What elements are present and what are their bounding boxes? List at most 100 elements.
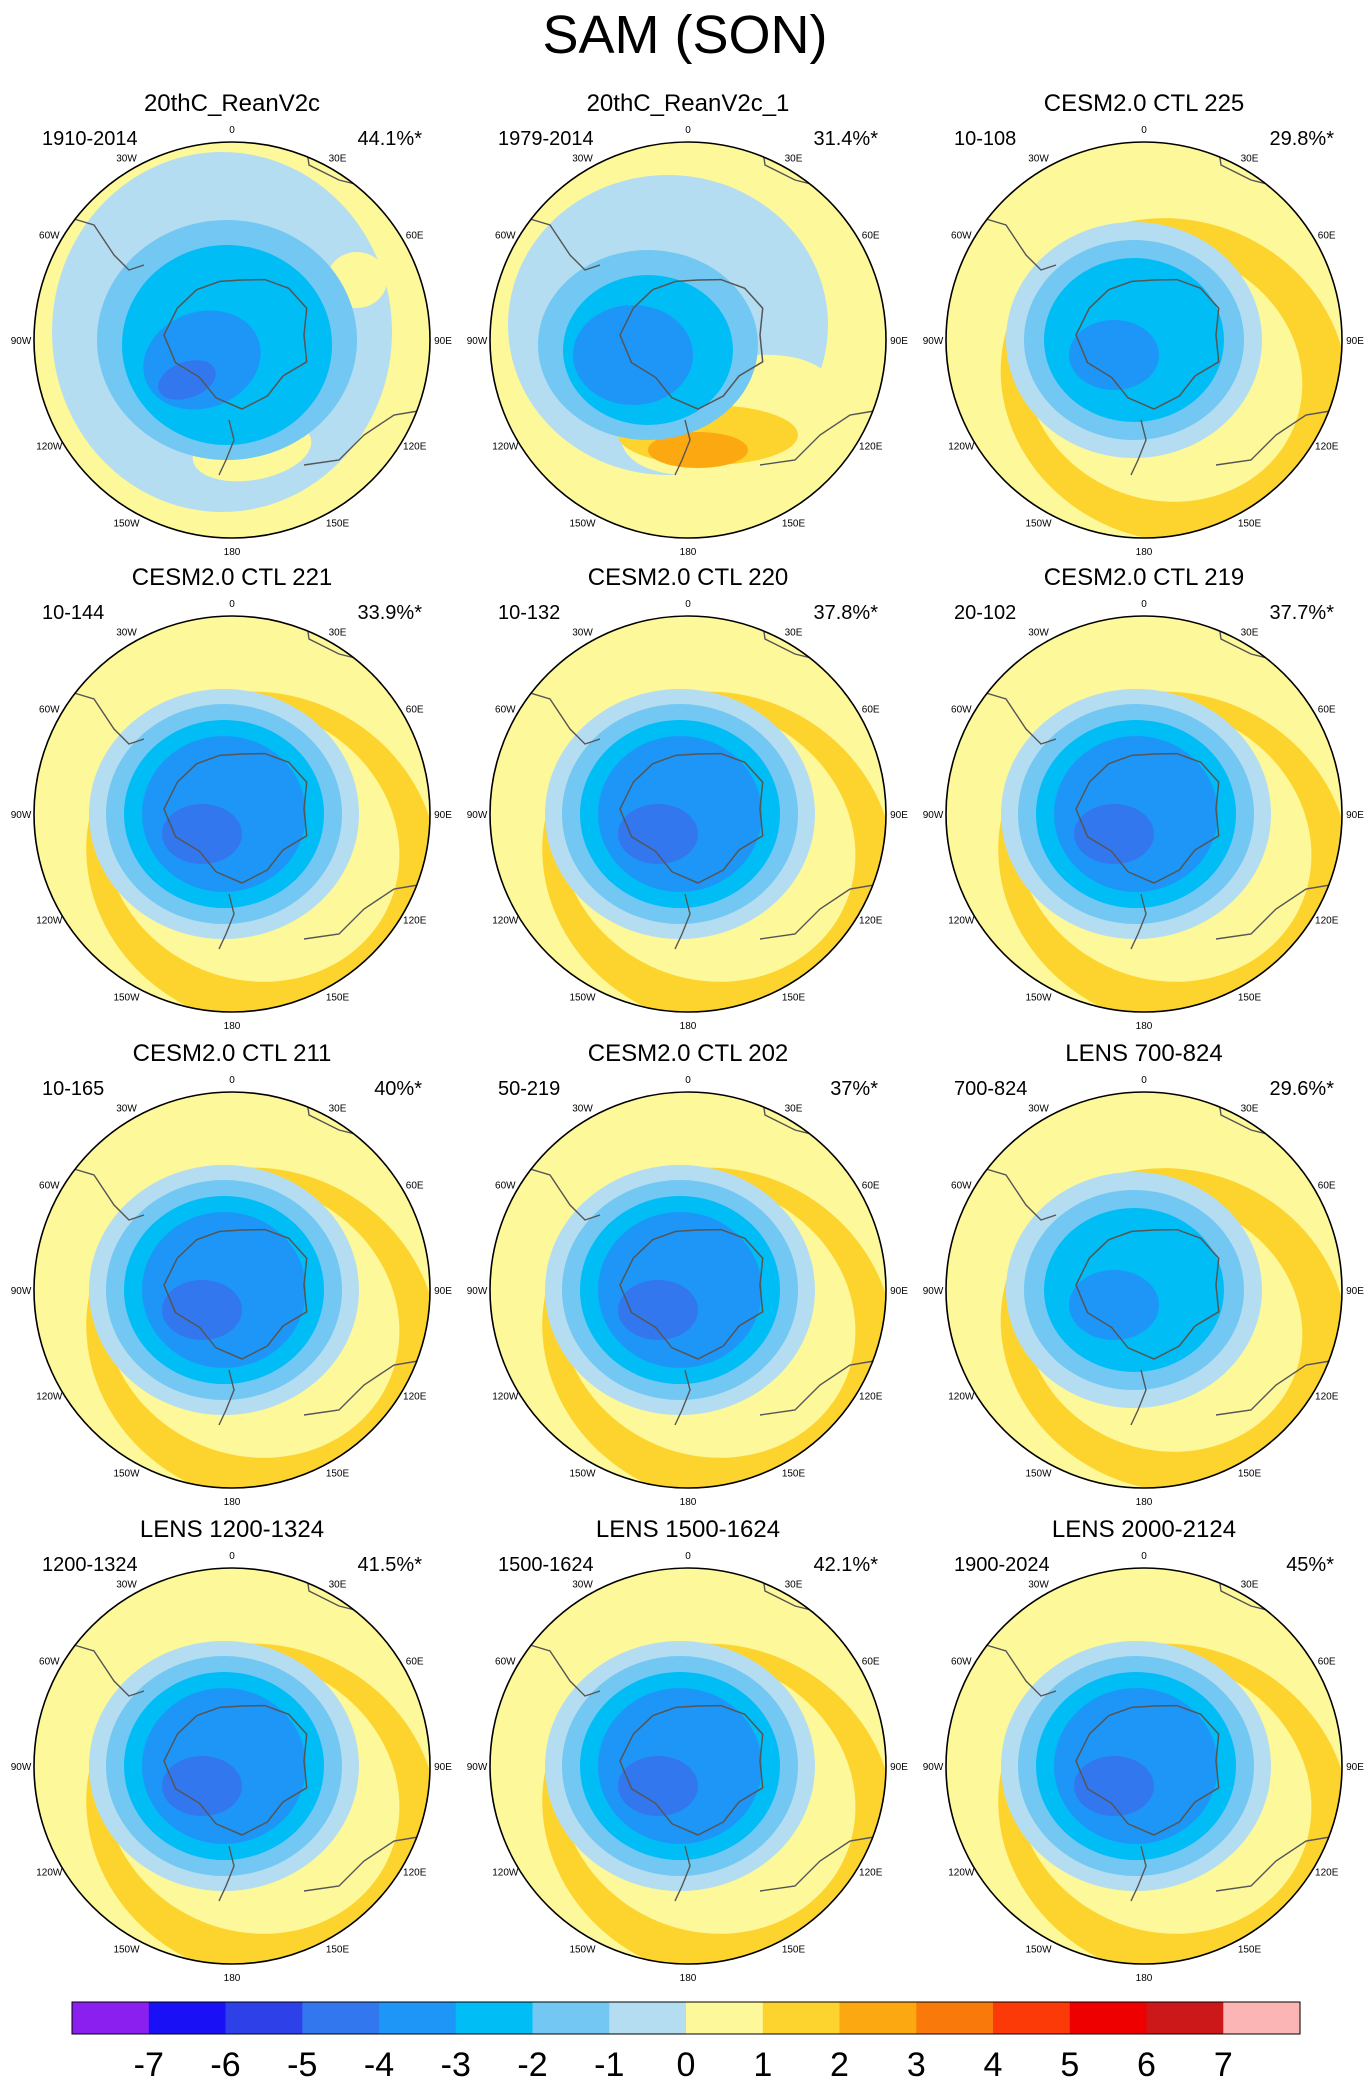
sam-pattern	[34, 616, 430, 1012]
longitude-label: 30E	[1241, 1103, 1259, 1114]
colorbar-swatch	[609, 2002, 687, 2034]
new-zealand-coast	[1130, 1845, 1147, 1902]
antarctica-outline	[619, 752, 764, 884]
south-america-coast	[43, 209, 145, 271]
longitude-label: 30W	[572, 1103, 593, 1114]
longitude-label: 120E	[859, 916, 883, 927]
longitude-label: 120W	[36, 442, 63, 453]
panel-variance: 31.4%*	[813, 128, 879, 150]
longitude-label: 30E	[329, 627, 347, 638]
longitude-label: 30W	[572, 1579, 593, 1590]
panel-title: LENS 700-824	[1065, 1040, 1223, 1067]
longitude-label: 90E	[1346, 810, 1364, 821]
antarctica-outline	[619, 1704, 764, 1836]
longitude-label: 150W	[1025, 1945, 1052, 1956]
longitude-label: 30W	[572, 153, 593, 164]
panel-period: 20-102	[954, 602, 1017, 624]
australia-coast	[1215, 883, 1337, 940]
longitude-label: 150W	[1025, 1469, 1052, 1480]
antarctica-outline	[1075, 278, 1220, 410]
south-america-coast	[43, 1159, 145, 1221]
contour-band	[162, 1280, 242, 1340]
longitude-label: 120W	[492, 916, 519, 927]
sam-pattern	[946, 1092, 1342, 1488]
colorbar-tick-label: -6	[210, 2046, 240, 2082]
longitude-label: 60E	[862, 705, 880, 716]
australia-coast	[303, 1835, 425, 1892]
longitude-label: 90W	[467, 810, 488, 821]
longitude-label: 180	[224, 1973, 241, 1984]
longitude-label: 180	[1136, 1973, 1153, 1984]
map-border	[33, 1567, 431, 1965]
longitude-label: 150E	[326, 1945, 350, 1956]
south-america-coast	[955, 683, 1057, 745]
longitude-label: 120E	[859, 1392, 883, 1403]
longitude-label: 180	[680, 1497, 697, 1508]
panel-variance: 37%*	[830, 1078, 878, 1100]
map-border	[33, 615, 431, 1013]
longitude-label: 60W	[495, 1181, 516, 1192]
colorbar-tick-label: -3	[441, 2046, 471, 2082]
longitude-label: 30W	[116, 627, 137, 638]
longitude-label: 120W	[492, 1392, 519, 1403]
longitude-label: 90E	[1346, 336, 1364, 347]
longitude-label: 180	[680, 547, 697, 558]
longitude-label: 60E	[406, 1657, 424, 1668]
australia-coast	[1215, 1359, 1337, 1416]
longitude-label: 150E	[326, 519, 350, 530]
longitude-label: 60E	[1318, 1181, 1336, 1192]
panel-variance: 29.8%*	[1269, 128, 1335, 150]
longitude-label: 30W	[1028, 627, 1049, 638]
contour-band	[162, 804, 242, 864]
contour-band	[1069, 1270, 1159, 1340]
longitude-label: 0	[229, 1075, 235, 1086]
australia-coast	[759, 1359, 881, 1416]
map-border	[489, 141, 887, 539]
new-zealand-coast	[1130, 419, 1147, 476]
longitude-label: 0	[229, 125, 235, 136]
colorbar-tick-label: 4	[984, 2046, 1003, 2082]
main-title: SAM (SON)	[542, 5, 828, 65]
polar-map: 0 30E 60E 90E 120E 150E 180 150W 120W 90W 60W 30W	[467, 599, 909, 1032]
map-panel: 0 30E 60E 90E 120E 150E 180 150W 120W 90W 60W 30W LE…	[916, 1040, 1370, 1510]
antarctica-outline	[1075, 1228, 1220, 1360]
longitude-label: 90E	[1346, 1762, 1364, 1773]
contour-band	[648, 432, 748, 468]
new-zealand-coast	[674, 1845, 691, 1902]
longitude-label: 60W	[495, 1657, 516, 1668]
longitude-label: 120E	[1315, 442, 1339, 453]
longitude-label: 30W	[116, 1103, 137, 1114]
panel-period: 10-132	[498, 602, 561, 624]
longitude-label: 180	[680, 1021, 697, 1032]
longitude-label: 180	[224, 1021, 241, 1032]
south-america-coast	[499, 209, 601, 271]
longitude-label: 120W	[948, 1868, 975, 1879]
panel-title: 20thC_ReanV2c_1	[586, 90, 790, 117]
longitude-label: 60W	[495, 705, 516, 716]
longitude-label: 150W	[569, 1945, 596, 1956]
longitude-label: 150W	[569, 519, 596, 530]
panel-variance: 41.5%*	[357, 1554, 423, 1576]
colorbar-swatch	[379, 2002, 457, 2034]
polar-map: 0 30E 60E 90E 120E 150E 180 150W 120W 90W 60W 30W	[467, 1075, 909, 1508]
polar-map: 0 30E 60E 90E 120E 150E 180 150W 120W 90W 60W 30W	[923, 599, 1365, 1032]
longitude-label: 60E	[1318, 705, 1336, 716]
longitude-label: 90W	[467, 336, 488, 347]
polar-map: 0 30E 60E 90E 120E 150E 180 150W 120W 90W 60W 30W	[467, 1551, 909, 1984]
antarctica-outline	[163, 752, 308, 884]
colorbar-tick-label: -4	[364, 2046, 394, 2082]
sam-pattern	[490, 1092, 886, 1488]
australia-coast	[1215, 409, 1337, 466]
longitude-label: 0	[229, 599, 235, 610]
south-america-coast	[955, 1635, 1057, 1697]
longitude-label: 60W	[39, 231, 60, 242]
colorbar-tick-label: 3	[907, 2046, 926, 2082]
longitude-label: 90W	[11, 1286, 32, 1297]
longitude-label: 0	[229, 1551, 235, 1562]
panel-period: 1910-2014	[42, 128, 138, 150]
map-border	[489, 615, 887, 1013]
new-zealand-coast	[1130, 1369, 1147, 1426]
longitude-label: 90W	[11, 336, 32, 347]
panel-title: CESM2.0 CTL 211	[132, 1040, 332, 1067]
colorbar-tick-label: 7	[1214, 2046, 1233, 2082]
